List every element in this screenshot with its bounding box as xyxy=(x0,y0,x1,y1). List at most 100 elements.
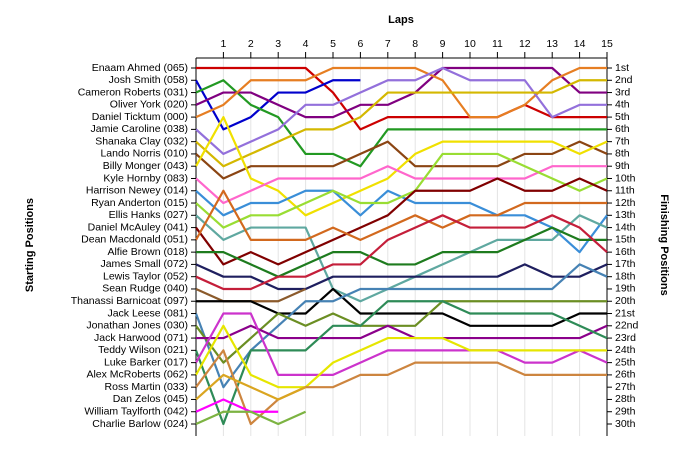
y2-tick-label: 24th xyxy=(615,344,636,356)
y2-tick-label: 7th xyxy=(615,135,630,147)
y2-tick-label: 2nd xyxy=(615,74,633,86)
chart-title: Laps xyxy=(388,14,414,26)
series-line xyxy=(195,349,607,426)
y-tick-label: Dean Macdonald (051) xyxy=(81,234,188,246)
y-tick-label: Ryan Anderton (015) xyxy=(91,197,188,209)
y-tick-label: William Taylforth (042) xyxy=(84,406,188,418)
series-line xyxy=(195,79,361,131)
y2-tick-label: 16th xyxy=(615,246,636,258)
y-tick-label: Enaam Ahmed (065) xyxy=(92,62,188,74)
y2-tick-label: 26th xyxy=(615,369,636,381)
y2-tick-label: 1st xyxy=(615,62,629,74)
y-tick-label: Alex McRoberts (062) xyxy=(86,369,188,381)
y2-tick-label: 28th xyxy=(615,393,636,405)
series-line xyxy=(195,300,607,364)
y2-tick-label: 30th xyxy=(615,418,636,430)
y2-tick-label: 3rd xyxy=(615,86,630,98)
series-line xyxy=(194,263,608,389)
series-line xyxy=(194,300,608,426)
series-line xyxy=(195,324,607,389)
y-tick-label: Charlie Barlow (024) xyxy=(92,418,188,430)
x-tick-label: 9 xyxy=(440,38,446,50)
series-line xyxy=(195,373,307,401)
series-line xyxy=(196,226,607,278)
series-line xyxy=(195,410,307,426)
y-tick-label: Harrison Newey (014) xyxy=(86,185,188,197)
x-tick-label: 3 xyxy=(275,38,281,50)
y2-tick-label: 9th xyxy=(615,160,630,172)
y2-tick-label: 14th xyxy=(615,221,636,233)
x-tick-label: 2 xyxy=(248,38,254,50)
y2-tick-label: 19th xyxy=(615,283,636,295)
y2-tick-label: 23rd xyxy=(615,332,636,344)
y-tick-label: Lando Norris (010) xyxy=(100,148,188,160)
x-tick-label: 8 xyxy=(412,38,418,50)
y2-tick-label: 13th xyxy=(615,209,636,221)
y-tick-label: Ross Martin (033) xyxy=(105,381,188,393)
y-tick-label: Cameron Roberts (031) xyxy=(78,86,188,98)
series-line xyxy=(195,214,608,303)
y-tick-label: Daniel McAuley (041) xyxy=(88,221,188,233)
x-tick-label: 5 xyxy=(330,38,336,50)
series-line xyxy=(195,177,608,266)
series-line xyxy=(196,287,607,327)
y2-tick-label: 22nd xyxy=(615,320,639,332)
y2-tick-label: 18th xyxy=(615,270,636,282)
y-tick-label: Sean Rudge (040) xyxy=(102,283,188,295)
x-tick-label: 13 xyxy=(546,38,558,50)
y-tick-label: Ellis Hanks (027) xyxy=(109,209,188,221)
y2-tick-label: 5th xyxy=(615,111,630,123)
series-line xyxy=(195,312,608,376)
y2-tick-label: 25th xyxy=(615,356,636,368)
y2-tick-label: 10th xyxy=(615,172,636,184)
y-tick-label: Jack Leese (081) xyxy=(107,307,188,319)
series-line xyxy=(195,152,608,229)
series-line xyxy=(195,189,607,241)
y-tick-label: Lewis Taylor (052) xyxy=(103,270,188,282)
y2-tick-label: 15th xyxy=(615,234,636,246)
x-tick-label: 7 xyxy=(385,38,391,50)
y-tick-label: Teddy Wilson (021) xyxy=(98,344,188,356)
series-line xyxy=(195,66,607,156)
y2-tick-label: 20th xyxy=(615,295,636,307)
y2-tick-label: 17th xyxy=(615,258,636,270)
x-tick-label: 12 xyxy=(519,38,531,50)
x-tick-label: 14 xyxy=(574,38,586,50)
x-tick-label: 4 xyxy=(303,38,309,50)
y-axis-label: Starting Positions xyxy=(24,198,36,292)
x-tick-label: 6 xyxy=(357,38,363,50)
y-tick-label: Luke Barker (017) xyxy=(104,356,188,368)
y2-tick-label: 11th xyxy=(615,185,635,197)
y-tick-label: Jack Harwood (071) xyxy=(94,332,188,344)
y-tick-label: Thanassi Barnicoat (097) xyxy=(71,295,188,307)
y2-tick-label: 6th xyxy=(615,123,630,135)
y2-tick-label: 21st xyxy=(615,307,635,319)
y2-tick-label: 29th xyxy=(615,406,636,418)
y2-axis-label: Finishing Positions xyxy=(658,194,670,295)
y-tick-label: Josh Smith (058) xyxy=(109,74,188,86)
y-tick-label: Jamie Caroline (038) xyxy=(91,123,188,135)
series-line xyxy=(195,140,608,180)
series-line xyxy=(196,66,607,131)
y-tick-label: James Small (072) xyxy=(100,258,188,270)
series-line xyxy=(195,66,607,119)
y-tick-label: Shanaka Clay (032) xyxy=(95,135,188,147)
y-tick-label: Kyle Hornby (083) xyxy=(103,172,188,184)
y2-tick-label: 8th xyxy=(615,148,630,160)
series-line xyxy=(195,79,607,168)
y-tick-label: Daniel Ticktum (000) xyxy=(92,111,188,123)
y-tick-label: Oliver York (020) xyxy=(110,99,188,111)
x-tick-label: 15 xyxy=(601,38,613,50)
x-tick-label: 10 xyxy=(464,38,476,50)
y2-tick-label: 4th xyxy=(615,99,630,111)
x-tick-label: 1 xyxy=(220,38,226,50)
series-line xyxy=(195,79,607,168)
y2-tick-label: 27th xyxy=(615,381,636,393)
y2-tick-label: 12th xyxy=(615,197,636,209)
y-tick-label: Alfie Brown (018) xyxy=(107,246,188,258)
series-line xyxy=(195,398,279,413)
series-line xyxy=(196,324,608,340)
y-tick-label: Jonathan Jones (030) xyxy=(86,320,188,332)
y-tick-label: Billy Monger (043) xyxy=(103,160,188,172)
